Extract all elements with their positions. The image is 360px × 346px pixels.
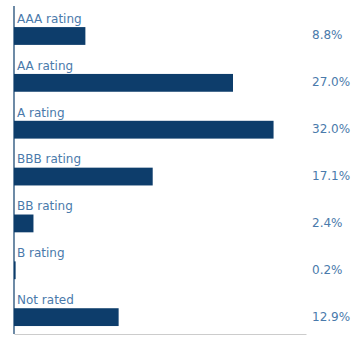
category-label: Not rated bbox=[17, 293, 74, 307]
data-label: 2.4% bbox=[312, 216, 343, 230]
category-labels: AAA rating AA rating A rating BBB rating BB … bbox=[17, 12, 82, 307]
category-label: AAA rating bbox=[17, 12, 82, 26]
category-label: BB rating bbox=[17, 199, 73, 213]
data-labels: 8.8% 27.0% 32.0% 17.1% 2.4% 0.2% 12.9% bbox=[312, 28, 350, 323]
x-axis-line bbox=[15, 334, 307, 335]
category-label: AA rating bbox=[17, 59, 73, 73]
data-label: 12.9% bbox=[312, 310, 350, 324]
bar bbox=[14, 27, 85, 45]
data-label: 32.0% bbox=[312, 122, 350, 136]
bar bbox=[14, 168, 153, 186]
bar bbox=[14, 215, 33, 233]
bar bbox=[14, 74, 233, 92]
data-label: 0.2% bbox=[312, 263, 343, 277]
chart: AAA rating AA rating A rating BBB rating BB … bbox=[0, 0, 360, 346]
bar bbox=[14, 308, 119, 326]
x-axis bbox=[15, 334, 307, 335]
data-label: 8.8% bbox=[312, 28, 343, 42]
bars bbox=[14, 27, 274, 326]
data-label: 17.1% bbox=[312, 169, 350, 183]
data-label: 27.0% bbox=[312, 75, 350, 89]
category-label: BBB rating bbox=[17, 152, 81, 166]
category-label: A rating bbox=[17, 106, 65, 120]
left-line bbox=[13, 6, 14, 334]
bar bbox=[14, 121, 274, 139]
category-label: B rating bbox=[17, 246, 65, 260]
